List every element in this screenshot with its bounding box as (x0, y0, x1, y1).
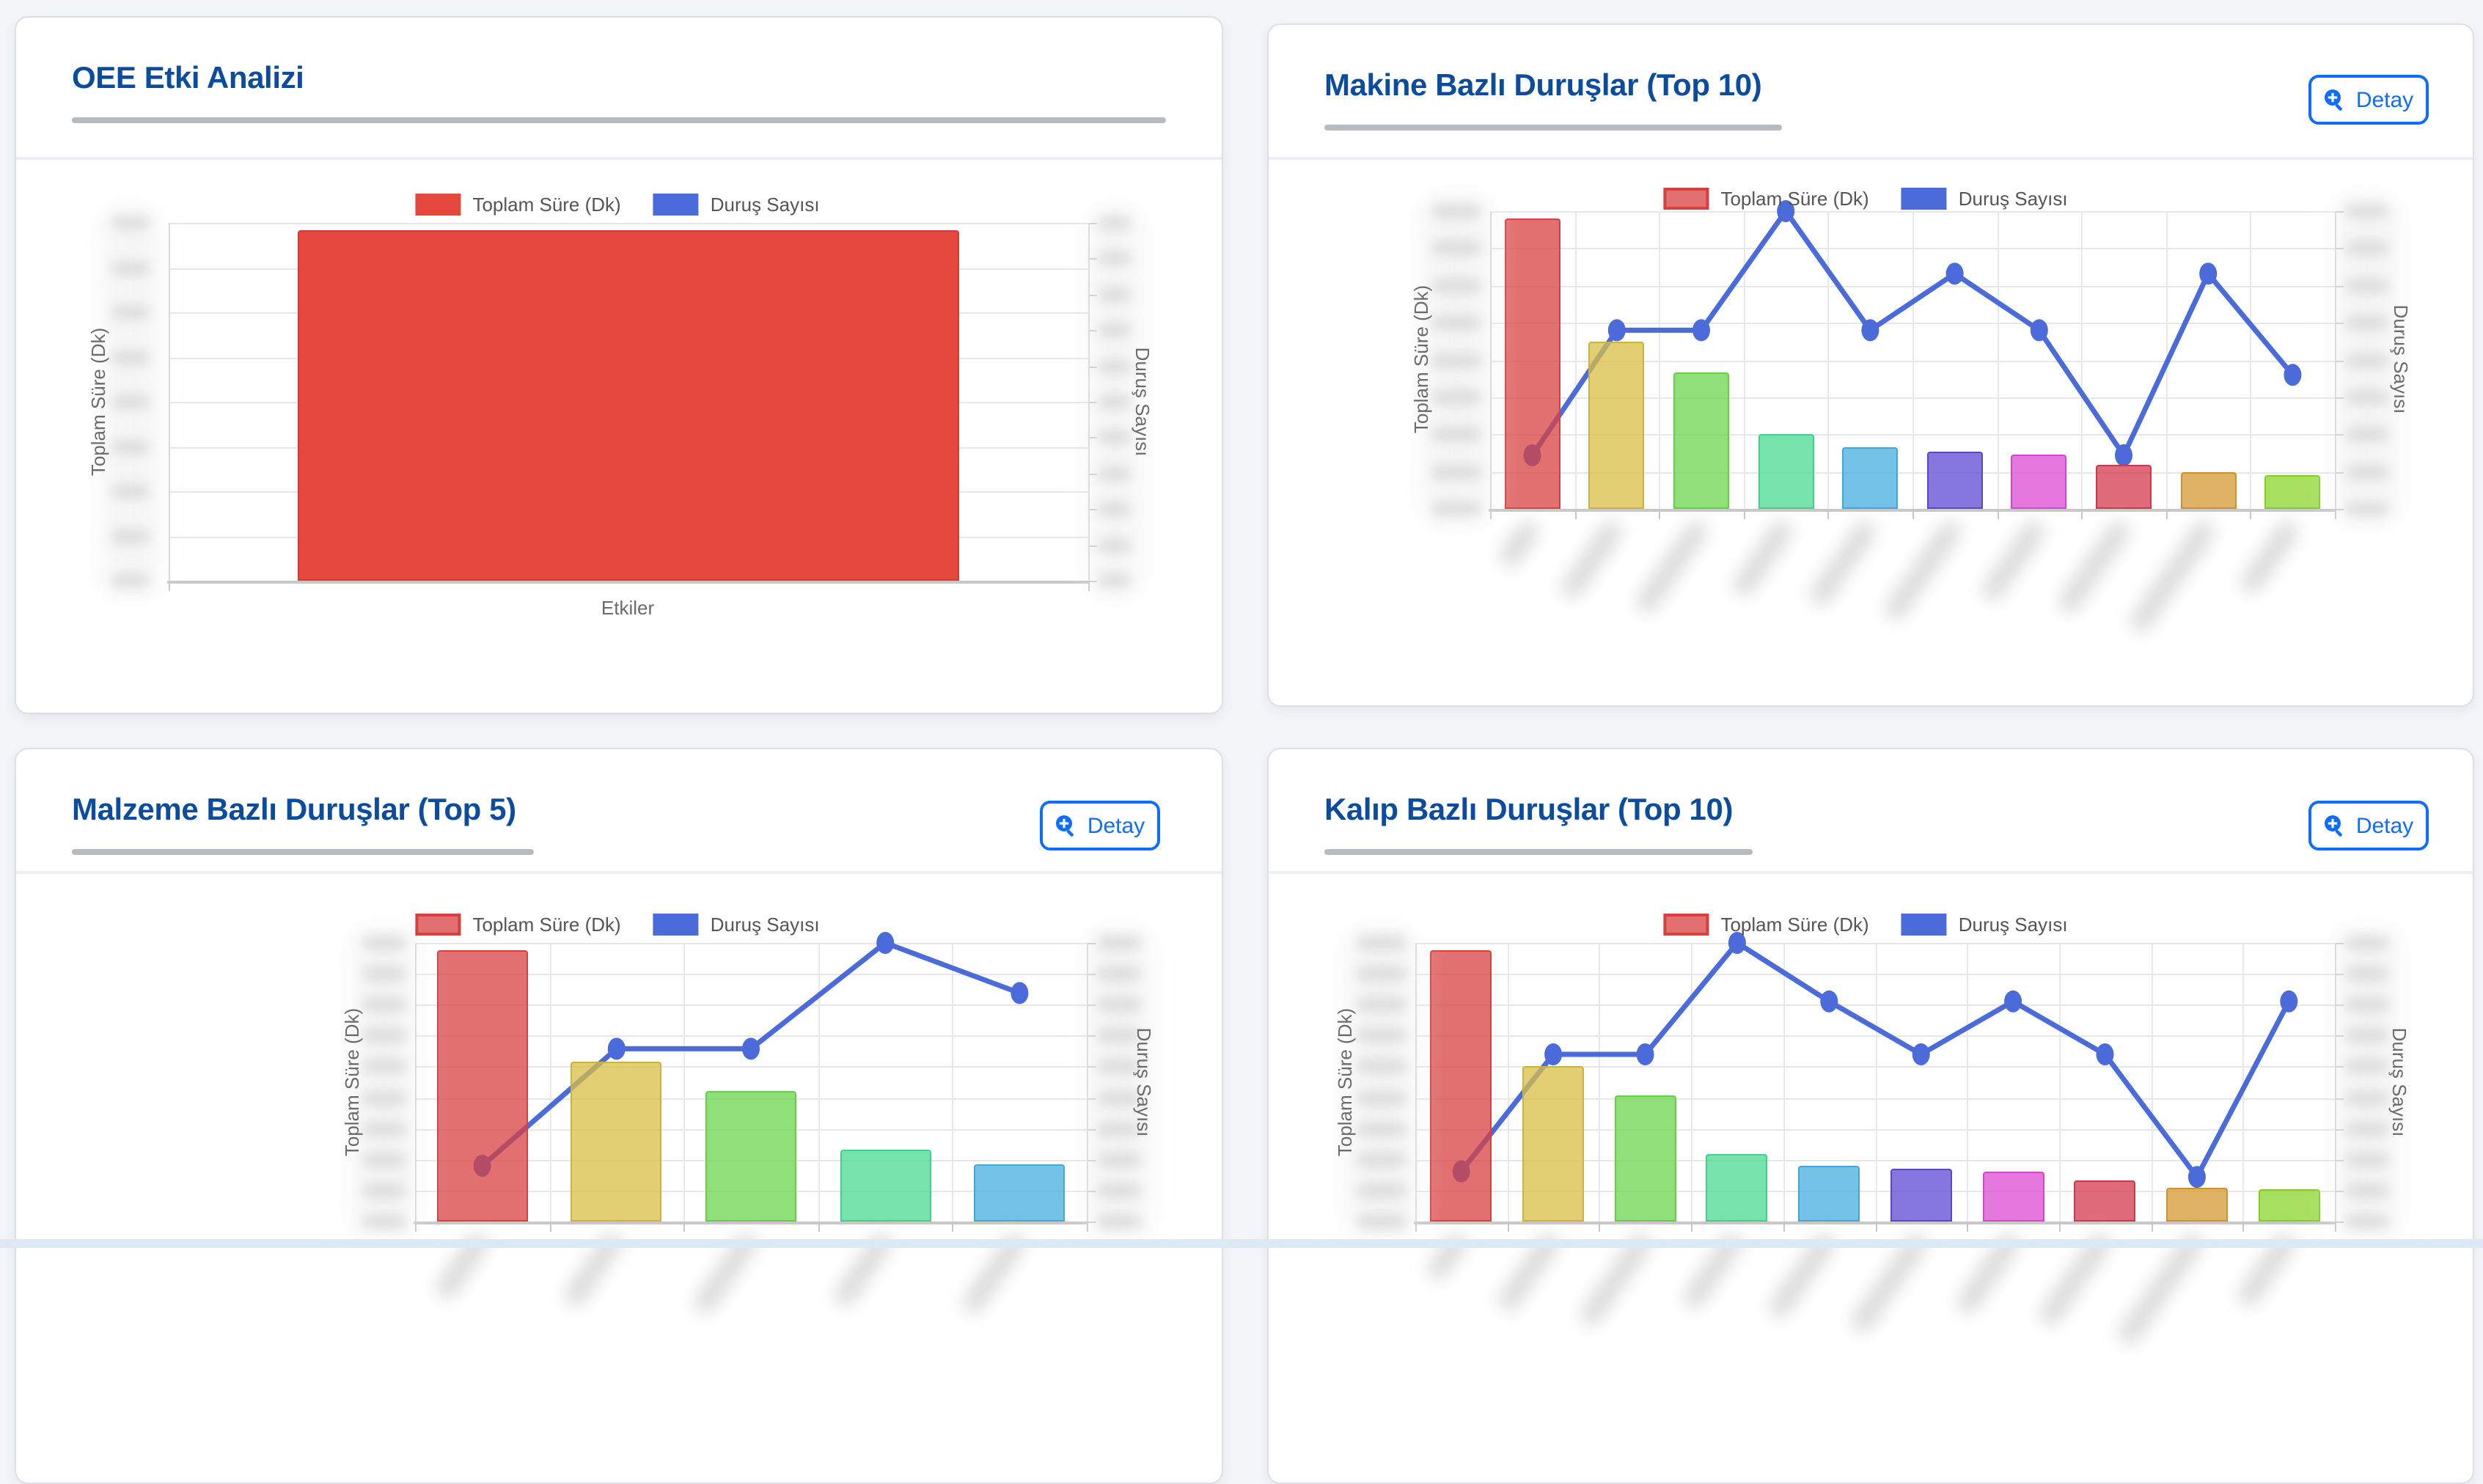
card-kalip-bazli-duruslar: Kalıp Bazlı Duruşlar (Top 10) Detay (1267, 748, 2474, 1484)
detay-button-malzeme[interactable]: Detay (1040, 801, 1160, 851)
card-title-makine: Makine Bazlı Duruşlar (Top 10) (1324, 69, 1762, 103)
card-makine-bazli-duruslar: Makine Bazlı Duruşlar (Top 10) Detay (1267, 23, 2474, 707)
zoom-in-icon (2324, 814, 2347, 837)
card-divider (1269, 871, 2473, 874)
title-underline (72, 849, 534, 855)
detay-button-label: Detay (2355, 87, 2414, 112)
card-divider (16, 157, 1222, 160)
detay-button-kalip[interactable]: Detay (2308, 801, 2429, 851)
card-divider (1269, 157, 2473, 160)
page-title: OEE Etki Analizi (72, 62, 304, 95)
card-divider (16, 871, 1222, 874)
title-underline (1324, 125, 1782, 131)
card-oee-etki-analizi: OEE Etki Analizi (15, 16, 1223, 714)
zoom-in-icon (1055, 814, 1079, 837)
dashboard-viewport: OEE Etki Analizi Makine Bazlı Duruşlar (… (0, 16, 2483, 1484)
card-malzeme-bazli-duruslar: Malzeme Bazlı Duruşlar (Top 5) Detay (15, 748, 1223, 1484)
bottom-edge-strip (0, 1239, 2483, 1248)
detay-button-makine[interactable]: Detay (2308, 75, 2429, 125)
detay-button-label: Detay (2355, 813, 2414, 838)
card-title-kalip: Kalıp Bazlı Duruşlar (Top 10) (1324, 793, 1734, 827)
detay-button-label: Detay (1087, 813, 1145, 838)
card-title-malzeme: Malzeme Bazlı Duruşlar (Top 5) (72, 793, 516, 827)
title-underline (1324, 849, 1753, 855)
title-underline (72, 117, 1166, 123)
zoom-in-icon (2324, 88, 2347, 111)
